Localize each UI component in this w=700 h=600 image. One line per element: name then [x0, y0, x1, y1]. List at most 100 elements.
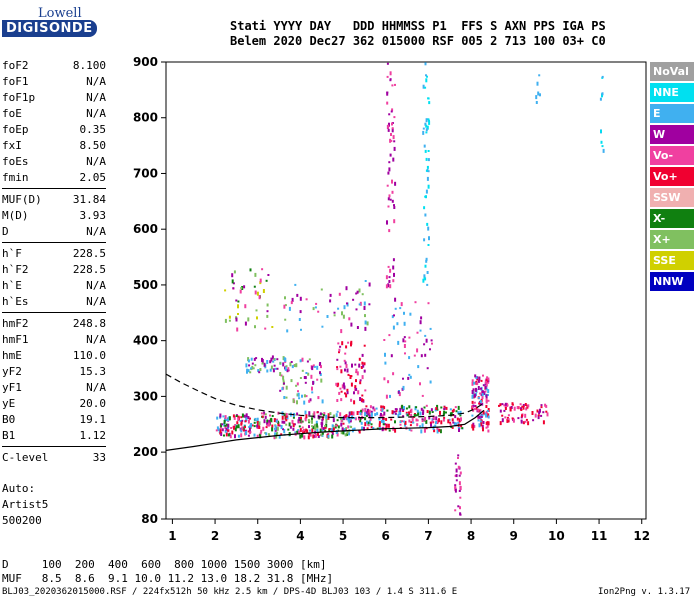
echo-point — [299, 428, 302, 433]
echo-point — [487, 381, 490, 384]
echo-point — [221, 423, 224, 426]
echo-point — [237, 304, 239, 309]
echo-point — [507, 418, 510, 421]
echo-point — [503, 409, 506, 412]
echo-point — [236, 327, 239, 332]
echo-point — [393, 219, 396, 224]
echo-point — [256, 434, 259, 438]
echo-point — [263, 362, 266, 367]
echo-point — [455, 474, 458, 478]
echo-point — [335, 382, 338, 386]
echo-point — [346, 417, 349, 421]
echo-point — [339, 345, 342, 348]
echo-point — [318, 363, 321, 366]
echo-point — [353, 391, 355, 395]
echo-point — [345, 286, 348, 291]
echo-point — [247, 430, 250, 433]
echo-point — [481, 392, 484, 397]
echo-point — [233, 425, 236, 428]
echo-point — [346, 302, 349, 307]
echo-point — [386, 62, 389, 65]
param-row: M(D) 3.93 — [2, 207, 106, 224]
echo-point — [472, 404, 475, 408]
param-row: h`F 228.5 — [2, 245, 106, 262]
echo-point — [340, 417, 342, 421]
echo-point — [454, 485, 457, 489]
echo-point — [281, 420, 284, 424]
echo-point — [425, 131, 428, 134]
echo-point — [416, 423, 419, 427]
echo-point — [278, 434, 281, 439]
echo-point — [522, 404, 525, 407]
echo-point — [342, 430, 345, 435]
echo-point — [292, 415, 295, 419]
param-label: B0 — [2, 413, 16, 426]
echo-point — [338, 292, 341, 296]
echo-point — [341, 341, 344, 346]
echo-point — [391, 84, 394, 87]
echo-point — [442, 413, 445, 417]
echo-point — [423, 274, 426, 278]
echo-point — [242, 426, 245, 431]
echo-point — [258, 426, 261, 429]
param-value: 228.5 — [72, 263, 106, 276]
echo-point — [352, 298, 355, 301]
echo-point — [319, 371, 321, 375]
echo-point — [380, 409, 383, 412]
echo-point — [322, 414, 325, 417]
echo-point — [350, 426, 353, 428]
echo-point — [354, 385, 357, 389]
echo-point — [244, 420, 247, 423]
echo-point — [332, 427, 335, 431]
param-label: foEs — [2, 155, 29, 168]
true-height-profile — [165, 373, 485, 419]
echo-point — [389, 153, 392, 157]
echo-point — [331, 434, 334, 439]
echo-point — [341, 311, 343, 316]
echo-point — [247, 357, 250, 362]
echo-point — [474, 405, 477, 407]
param-label: MUF(D) — [2, 193, 42, 206]
echo-point — [363, 369, 366, 373]
echo-point — [299, 310, 302, 314]
echo-point — [485, 383, 488, 387]
echo-point — [394, 181, 397, 186]
echo-point — [393, 146, 396, 151]
echo-point — [312, 434, 315, 439]
echo-point — [277, 411, 280, 415]
echo-point — [256, 291, 259, 296]
autoscaling-program: Artist5 — [2, 498, 49, 511]
echo-point — [245, 431, 248, 435]
param-value: 248.8 — [72, 317, 106, 330]
echo-point — [459, 506, 461, 510]
echo-point — [409, 375, 412, 379]
echo-point — [263, 411, 266, 414]
echo-point — [312, 380, 315, 385]
echo-point — [478, 423, 481, 428]
echo-point — [283, 382, 285, 385]
echo-point — [392, 372, 395, 376]
echo-point — [234, 427, 237, 432]
echo-point — [427, 226, 430, 231]
echo-point — [507, 414, 510, 417]
echo-point — [425, 419, 428, 424]
echo-point — [404, 340, 407, 343]
param-separator — [2, 446, 106, 447]
echo-point — [254, 290, 257, 295]
echo-point — [506, 402, 509, 407]
echo-point — [393, 314, 395, 317]
echo-point — [503, 404, 506, 407]
echo-point — [471, 414, 474, 417]
echo-point — [540, 404, 543, 407]
echo-point — [383, 406, 386, 410]
echo-point — [479, 415, 482, 420]
echo-point — [459, 496, 462, 499]
echo-point — [265, 426, 268, 429]
echo-point — [290, 361, 293, 363]
param-row: h`Es N/A — [2, 293, 106, 310]
echo-point — [537, 91, 540, 96]
echo-point — [356, 326, 359, 329]
echo-point — [429, 380, 432, 384]
echo-point — [372, 406, 375, 410]
echo-point — [372, 427, 375, 430]
